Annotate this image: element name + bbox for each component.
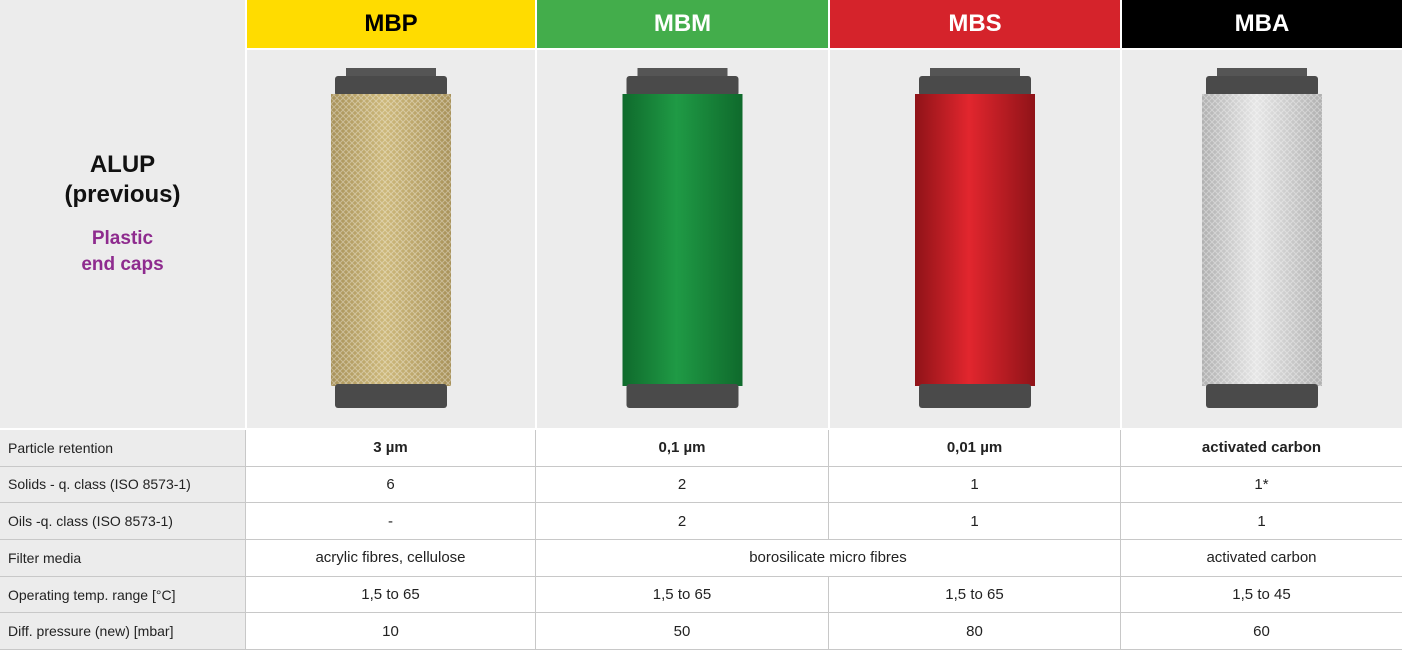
row-label: Particle retention	[0, 430, 245, 467]
column-header: MBM	[537, 0, 828, 48]
filter-image-cell	[1122, 50, 1402, 428]
left-header: ALUP (previous) Plastic end caps	[0, 0, 245, 428]
row-label: Diff. pressure (new) [mbar]	[0, 613, 245, 650]
value-cell: -	[245, 503, 535, 540]
value-cell: 10	[245, 613, 535, 650]
value-cell: 1	[828, 503, 1120, 540]
filter-image	[915, 68, 1035, 408]
value-cell: acrylic fibres, cellulose	[245, 540, 535, 577]
value-cell: 1,5 to 45	[1120, 576, 1402, 614]
value-cell: 0,1 µm	[535, 430, 828, 467]
value-cell: 1,5 to 65	[535, 576, 828, 614]
value-cell: activated carbon	[1120, 540, 1402, 577]
value-cell: 0,01 µm	[828, 430, 1120, 467]
filter-image-cell	[537, 50, 828, 428]
subtitle-line: Plastic	[91, 228, 154, 249]
subtitle-line: end caps	[81, 254, 164, 275]
row-label: Solids - q. class (ISO 8573-1)	[0, 466, 245, 504]
column-header: MBP	[247, 0, 535, 48]
value-cell: 6	[245, 466, 535, 504]
title-line: ALUP	[89, 151, 156, 178]
value-cell: 3 µm	[245, 430, 535, 467]
column-header: MBS	[830, 0, 1120, 48]
filter-image-cell	[830, 50, 1120, 428]
filter-image	[331, 68, 451, 408]
value-cell: borosilicate micro fibres	[535, 540, 1120, 577]
value-cell: 60	[1120, 613, 1402, 650]
value-cell: 1,5 to 65	[828, 576, 1120, 614]
row-label: Oils -q. class (ISO 8573-1)	[0, 503, 245, 540]
value-cell: 80	[828, 613, 1120, 650]
title-line: (previous)	[64, 181, 181, 208]
value-cell: 2	[535, 503, 828, 540]
value-cell: 50	[535, 613, 828, 650]
value-cell: 1,5 to 65	[245, 576, 535, 614]
value-cell: 1	[1120, 503, 1402, 540]
value-cell: 1	[828, 466, 1120, 504]
filter-image-cell	[247, 50, 535, 428]
row-label: Filter media	[0, 540, 245, 577]
value-cell: activated carbon	[1120, 430, 1402, 467]
filter-image	[622, 68, 743, 408]
column-header: MBA	[1122, 0, 1402, 48]
filter-image	[1202, 68, 1322, 408]
value-cell: 2	[535, 466, 828, 504]
row-label: Operating temp. range [°C]	[0, 576, 245, 614]
value-cell: 1*	[1120, 466, 1402, 504]
